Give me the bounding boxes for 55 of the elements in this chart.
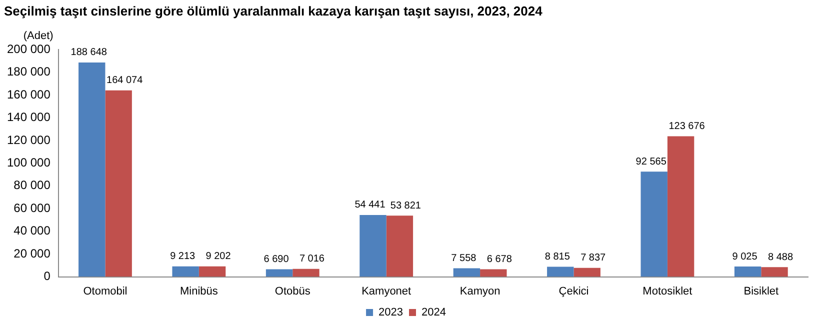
data-label: 8 488 — [768, 252, 794, 263]
bar — [292, 268, 320, 277]
data-label: 53 821 — [390, 200, 422, 212]
x-tick-label: Otobüs — [274, 285, 311, 298]
y-tick-label: 140 000 — [6, 110, 51, 124]
x-tick-label: Bisiklet — [744, 285, 779, 298]
data-label: 92 565 — [636, 156, 667, 168]
bar — [172, 266, 199, 277]
y-tick-label: 180 000 — [6, 64, 51, 79]
bar — [360, 214, 386, 277]
data-label: 7 558 — [451, 252, 477, 264]
x-tick-label: Çekici — [558, 285, 589, 298]
y-tick-label: 60 000 — [14, 200, 51, 215]
bar — [734, 266, 762, 277]
legend-label: 2024 — [422, 306, 446, 319]
chart-title: Seçilmiş taşıt cinslerine göre ölümlü yaralanmalı kazaya karışan taşıt sayısı, 2023, 2024 — [4, 3, 544, 18]
bar — [640, 172, 668, 277]
bar — [667, 136, 694, 277]
data-label: 123 676 — [668, 121, 706, 132]
bar — [480, 269, 507, 277]
y-tick-label: 20 000 — [14, 246, 51, 260]
x-tick-label: Otomobil — [83, 285, 128, 298]
x-tick-label: Kamyonet — [362, 285, 412, 298]
bar — [547, 266, 574, 277]
bar — [574, 268, 600, 277]
x-tick-label: Minibüs — [180, 285, 218, 298]
y-tick-label: 160 000 — [6, 87, 51, 102]
data-label: 9 213 — [170, 251, 196, 262]
data-label: 7 837 — [580, 252, 606, 264]
x-tick-label: Motosiklet — [642, 285, 692, 298]
bar — [105, 90, 132, 277]
bar — [198, 266, 226, 277]
y-axis-title: (Adet) — [23, 30, 54, 42]
bar — [266, 269, 293, 277]
x-tick-label: Kamyon — [460, 285, 500, 298]
data-label: 6 678 — [486, 254, 512, 265]
y-tick-label: 80 000 — [14, 178, 51, 192]
data-label: 7 016 — [299, 254, 325, 265]
bar — [761, 267, 788, 277]
data-label: 54 441 — [354, 200, 386, 211]
y-tick-label: 200 000 — [6, 42, 51, 56]
data-label: 8 815 — [544, 252, 570, 263]
bar — [78, 62, 106, 277]
bar — [386, 216, 414, 277]
y-tick-label: 40 000 — [14, 224, 51, 238]
legend-label: 2023 — [378, 306, 404, 319]
data-label: 9 202 — [206, 251, 232, 262]
data-label: 188 648 — [70, 47, 108, 58]
y-tick-label: 120 000 — [6, 132, 51, 147]
y-tick-label: 0 — [44, 269, 51, 284]
data-label: 9 025 — [732, 251, 758, 262]
data-label: 6 690 — [264, 254, 290, 265]
data-label: 164 074 — [106, 75, 144, 86]
y-tick-label: 100 000 — [6, 156, 51, 170]
bar — [453, 268, 480, 277]
